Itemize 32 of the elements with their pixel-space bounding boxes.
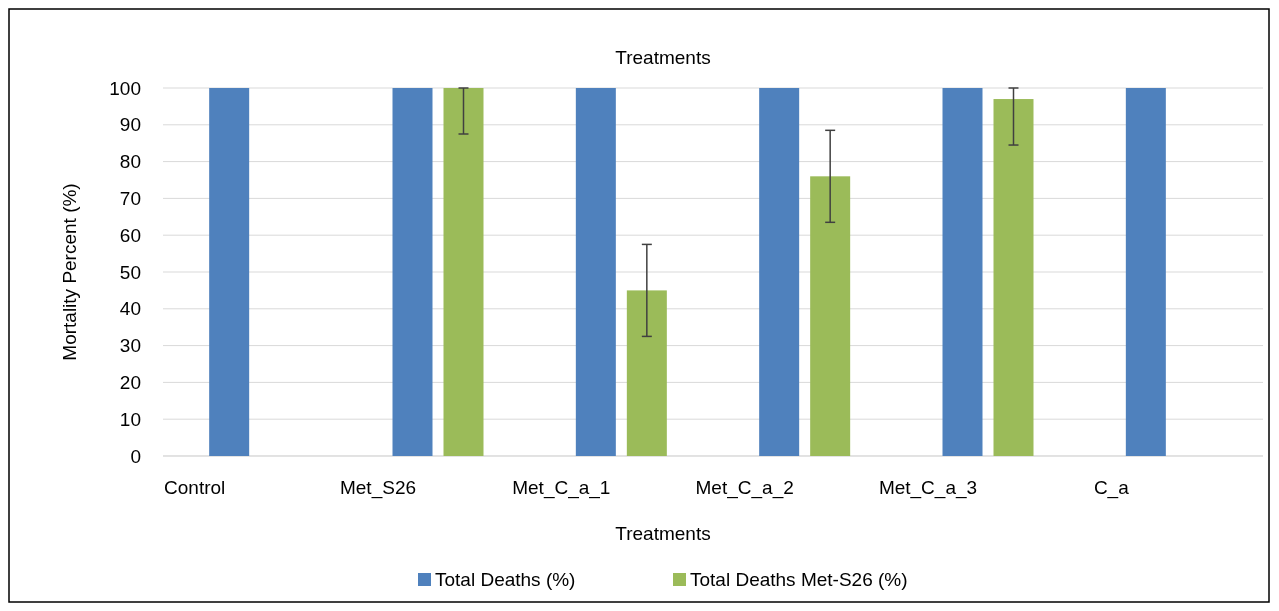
y-tick-label: 60 [119, 224, 141, 246]
y-tick-label: 10 [119, 408, 141, 430]
legend-label: Total Deaths (%) [435, 569, 576, 590]
y-tick-label: 50 [119, 261, 141, 283]
y-tick-label: 40 [119, 298, 141, 320]
x-tick-label: Met_C_a_3 [878, 477, 978, 499]
y-tick-label: 90 [119, 114, 141, 136]
x-tick-label: Met_C_a_2 [695, 477, 794, 499]
bar [942, 88, 983, 456]
x-tick-label: Control [164, 477, 226, 498]
y-tick-label: 0 [130, 445, 141, 467]
bar [209, 88, 250, 456]
y-axis-title: Mortality Percent (%) [59, 183, 80, 361]
chart-title: Treatments [615, 47, 711, 68]
bar [993, 99, 1034, 456]
bar [443, 88, 484, 456]
bar [626, 290, 667, 456]
x-tick-label: Met_S26 [339, 477, 417, 499]
x-tick-label: Met_C_a_1 [512, 477, 611, 499]
bar [1125, 88, 1166, 456]
y-tick-label: 80 [119, 151, 141, 173]
y-tick-label: 30 [119, 335, 141, 357]
y-tick-label: 70 [119, 188, 141, 210]
bar [575, 88, 616, 456]
y-tick-label: 20 [119, 372, 141, 394]
bar [759, 88, 800, 456]
bar [810, 176, 851, 456]
x-tick-label: C_a [1093, 477, 1130, 499]
y-tick-label: 100 [109, 77, 141, 99]
x-axis-title: Treatments [615, 523, 711, 544]
bar [392, 88, 433, 456]
legend-label: Total Deaths Met-S26 (%) [690, 569, 908, 590]
